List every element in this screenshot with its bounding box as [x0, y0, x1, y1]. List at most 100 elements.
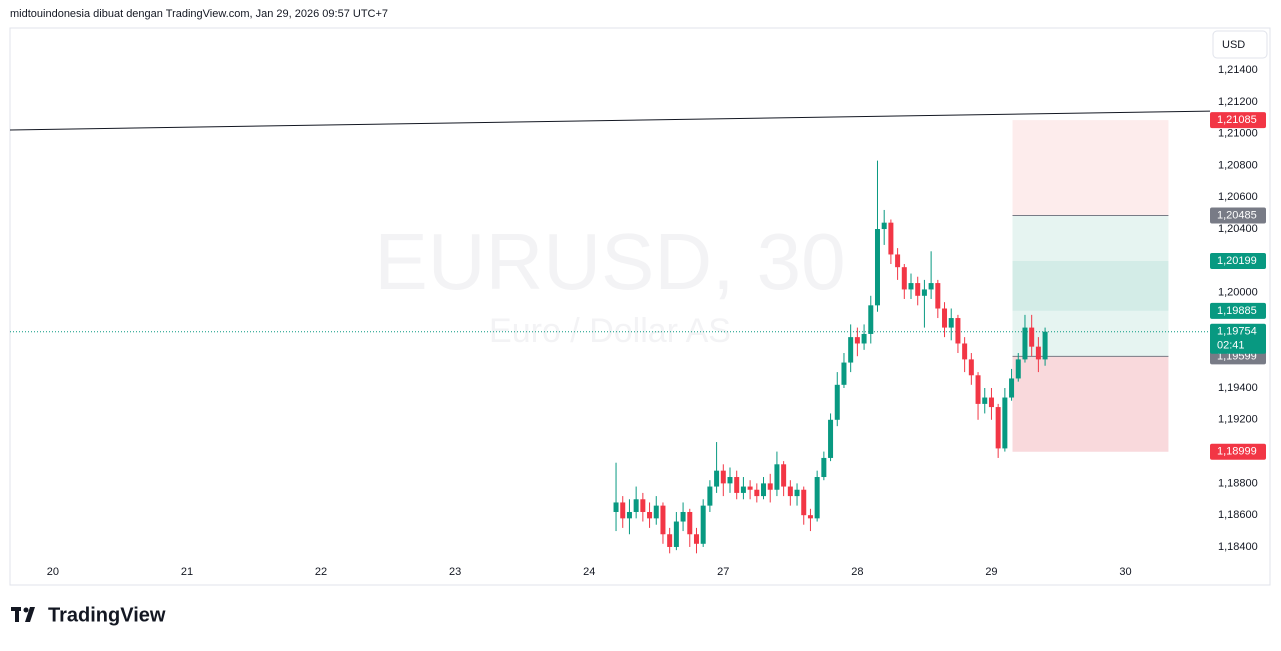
level-label: 1,20199: [1217, 255, 1257, 267]
y-tick-label: 1,18400: [1218, 541, 1258, 553]
y-tick-label: 1,20000: [1218, 287, 1258, 299]
candle-body: [620, 502, 626, 519]
candle-body: [734, 477, 740, 493]
candle-body: [968, 359, 974, 376]
candle-body: [707, 486, 713, 506]
y-tick-label: 1,21000: [1218, 128, 1258, 140]
candle-body: [673, 521, 679, 547]
x-tick-label: 20: [47, 566, 59, 578]
candle-body: [828, 419, 834, 458]
candle-body: [774, 464, 780, 490]
y-tick-label: 1,20800: [1218, 159, 1258, 171]
level-label-box: [1210, 252, 1266, 269]
candle-body: [948, 318, 954, 328]
candle-body: [935, 283, 941, 309]
trendline: [9, 110, 1211, 131]
x-tick-label: 24: [583, 566, 595, 578]
last-price-label: 1,19754: [1217, 326, 1257, 338]
candle-body: [1035, 346, 1041, 360]
y-tick-label: 1,20400: [1218, 223, 1258, 235]
watermark-title: EURUSD, 30: [374, 217, 845, 306]
candle-body: [740, 486, 746, 493]
position-zone: [1012, 215, 1169, 261]
chart-frame: [9, 27, 1271, 586]
candle-body: [921, 289, 927, 296]
currency-label[interactable]: USD: [1222, 39, 1245, 51]
x-tick-label: 28: [851, 566, 863, 578]
candle-body: [888, 222, 894, 255]
candle-body: [901, 267, 907, 290]
x-tick-label: 30: [1119, 566, 1131, 578]
candle-body: [854, 337, 860, 344]
candle-body: [881, 222, 887, 230]
candle-body: [848, 337, 854, 363]
candle-body: [834, 384, 840, 420]
watermark-subtitle: Euro / Dollar AS: [489, 312, 731, 350]
candle-body: [982, 397, 988, 404]
y-tick-label: 1,19200: [1218, 414, 1258, 426]
candle-body: [975, 375, 981, 404]
y-tick-label: 1,18800: [1218, 477, 1258, 489]
candle-body: [1002, 397, 1008, 449]
last-price-box: [1210, 323, 1266, 354]
countdown-label: 02:41: [1217, 340, 1245, 352]
candle-body: [861, 333, 867, 344]
candle-body: [653, 505, 659, 519]
logo-icon: [11, 607, 35, 622]
y-tick-label: 1,21400: [1218, 64, 1258, 76]
level-label-box: [1210, 443, 1266, 460]
candle-body: [761, 483, 767, 497]
candle-body: [868, 305, 874, 334]
candle-body: [1009, 378, 1015, 398]
candle-body: [942, 308, 948, 328]
candle-body: [801, 489, 807, 516]
currency-button[interactable]: [1212, 30, 1268, 59]
candle-body: [988, 397, 994, 408]
candle-body: [908, 283, 914, 290]
candle-body: [1015, 359, 1021, 379]
candle-body: [687, 511, 693, 535]
candle-body: [874, 229, 880, 306]
candle-body: [1022, 327, 1028, 360]
y-tick-label: 1,21200: [1218, 96, 1258, 108]
candle-body: [928, 283, 934, 290]
candle-body: [626, 511, 632, 519]
candle-body: [962, 343, 968, 360]
candle-body: [1029, 327, 1035, 347]
candle-body: [647, 511, 653, 519]
position-zone: [1012, 120, 1169, 216]
x-tick-label: 21: [181, 566, 193, 578]
plot-area: [9, 110, 1211, 554]
candle-body: [667, 534, 673, 547]
candle-body: [1042, 331, 1048, 360]
candle-body: [814, 477, 820, 519]
candle-body: [754, 489, 760, 497]
y-tick-label: 1,18600: [1218, 509, 1258, 521]
x-tick-label: 22: [315, 566, 327, 578]
candle-body: [640, 499, 646, 512]
level-label: 1,18999: [1217, 446, 1257, 458]
level-label: 1,19885: [1217, 305, 1257, 317]
candle-body: [727, 477, 733, 484]
candle-body: [781, 464, 787, 487]
candle-body: [613, 502, 619, 512]
candle-body: [841, 362, 847, 385]
level-label-box: [1210, 112, 1266, 129]
y-tick-label: 1,20600: [1218, 191, 1258, 203]
header: midtouindonesia dibuat dengan TradingVie…: [10, 8, 388, 20]
y-tick-label: 1,19400: [1218, 382, 1258, 394]
candle-body: [660, 505, 666, 535]
candle-body: [680, 511, 686, 522]
candle-body: [995, 407, 1001, 449]
level-label-box: [1210, 302, 1266, 319]
level-label: 1,21085: [1217, 114, 1257, 126]
candle-body: [693, 534, 699, 544]
candle-body: [807, 515, 813, 519]
candle-body: [821, 457, 827, 478]
position-zone: [1012, 356, 1169, 452]
candle-body: [787, 486, 793, 497]
candle-body: [794, 489, 800, 497]
candle-body: [747, 486, 753, 490]
brand: TradingView: [48, 604, 166, 626]
